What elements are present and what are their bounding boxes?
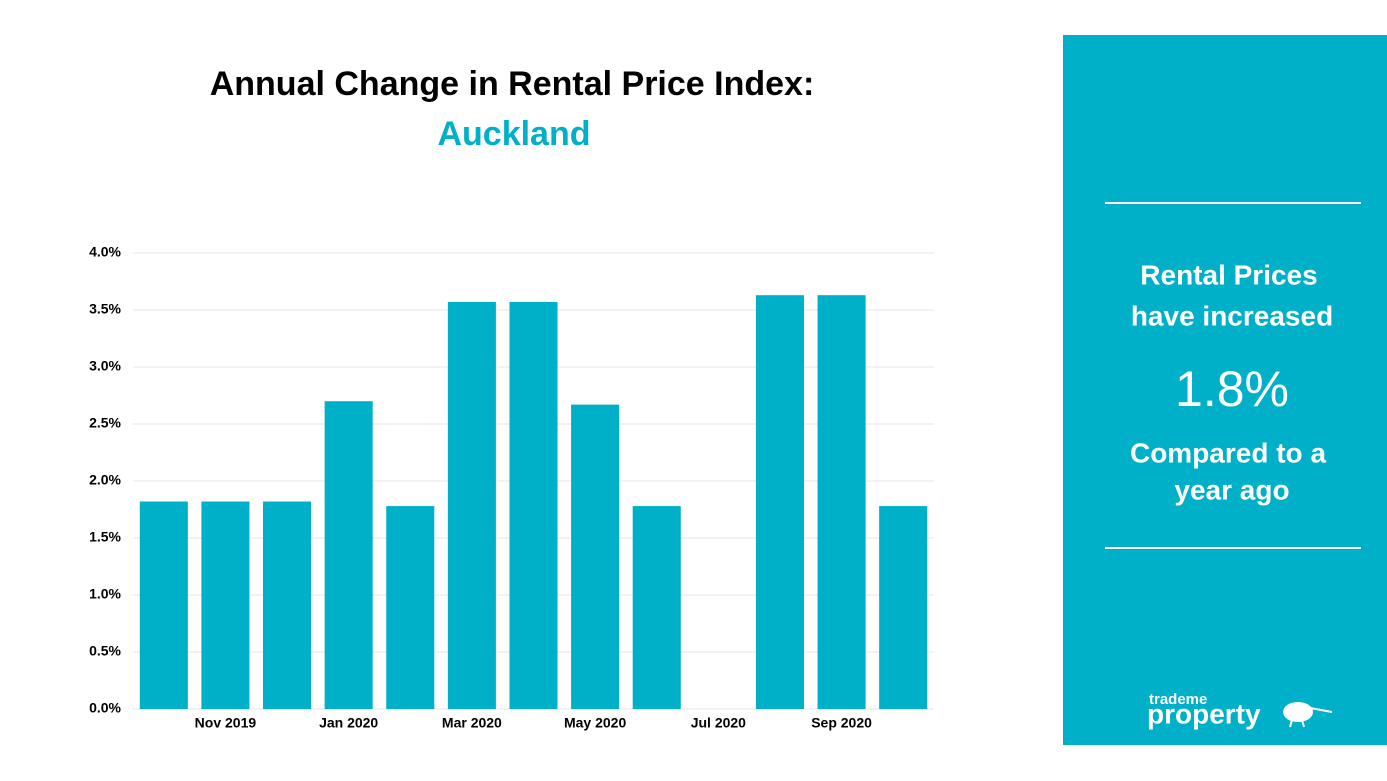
bar [447, 302, 496, 709]
bar [263, 501, 312, 709]
bar [571, 404, 620, 709]
chart-title: Annual Change in Rental Price Index: [210, 65, 815, 103]
chart-subtitle: Auckland [437, 115, 590, 153]
x-tick-label: Jul 2020 [691, 715, 746, 731]
y-tick-label: 3.5% [89, 301, 121, 317]
bar [139, 501, 188, 709]
panel-footer: year ago [1174, 474, 1289, 505]
panel-heading: Rental Prices [1140, 259, 1317, 290]
y-tick-label: 2.5% [89, 415, 121, 431]
x-tick-label: May 2020 [564, 715, 626, 731]
y-tick-label: 4.0% [89, 244, 121, 260]
y-tick-label: 2.0% [89, 472, 121, 488]
summary-panel [1063, 35, 1387, 745]
logo-text: property [1147, 698, 1261, 729]
x-tick-label: Mar 2020 [442, 715, 502, 731]
bar [509, 302, 558, 709]
bar [201, 501, 250, 709]
panel-heading: have increased [1131, 300, 1333, 331]
y-tick-label: 0.0% [89, 700, 121, 716]
bar [324, 401, 373, 709]
y-tick-label: 1.0% [89, 586, 121, 602]
logo-icon [1283, 702, 1333, 728]
x-tick-label: Sep 2020 [811, 715, 872, 731]
bar [879, 506, 928, 709]
bar [755, 295, 804, 709]
y-tick-label: 0.5% [89, 643, 121, 659]
bar [817, 295, 866, 709]
x-tick-label: Nov 2019 [195, 715, 257, 731]
bar [386, 506, 435, 709]
y-tick-label: 3.0% [89, 358, 121, 374]
panel-value: 1.8% [1175, 361, 1289, 417]
logo-text: trademe [1149, 691, 1207, 708]
x-tick-label: Jan 2020 [319, 715, 378, 731]
y-tick-label: 1.5% [89, 529, 121, 545]
panel-footer: Compared to a [1130, 437, 1326, 468]
plot: 0.0% 0.5% 1.0% 1.5% 2.0% 2.5% 3.0% 3.5% 4.0% Nov … [89, 244, 934, 731]
bar [632, 506, 681, 709]
